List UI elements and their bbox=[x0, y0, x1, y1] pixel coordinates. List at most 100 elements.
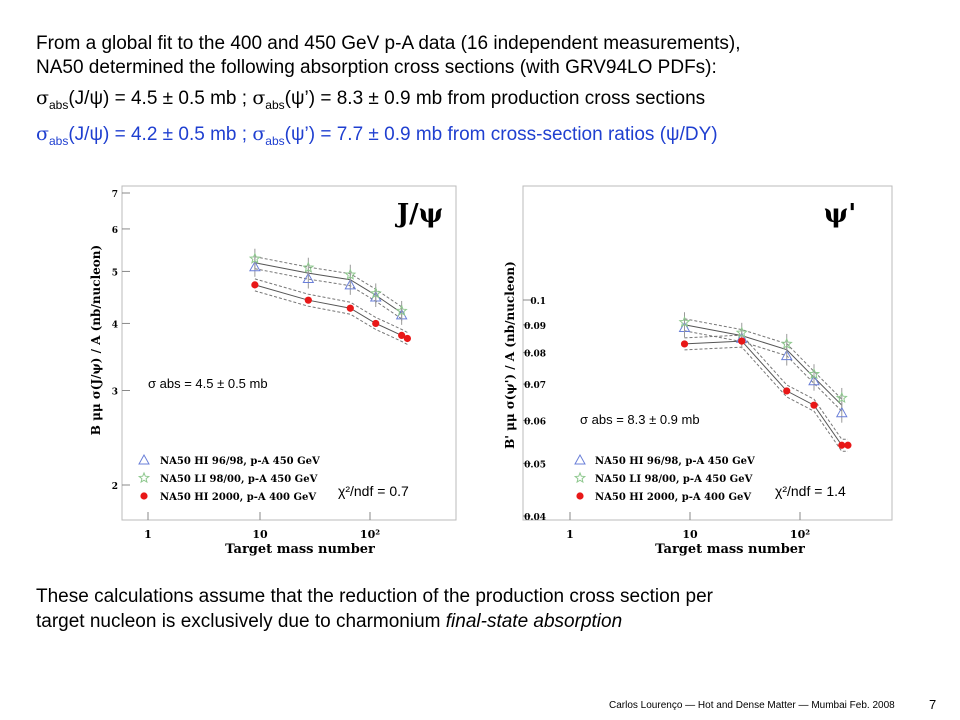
y-tick-label: 0.06 bbox=[524, 417, 546, 427]
data-point bbox=[369, 287, 382, 299]
psip-value-text: = 7.7 ± 0.9 mb from cross-section ratios… bbox=[315, 124, 718, 145]
y-tick-label: 7 bbox=[112, 190, 118, 200]
y-tick-label: 0.07 bbox=[524, 381, 546, 391]
data-point bbox=[780, 337, 793, 350]
data-point bbox=[735, 326, 748, 339]
abs-subscript: abs bbox=[265, 134, 285, 148]
legend-entry: NA50 LI 98/00, p-A 450 GeV bbox=[595, 474, 753, 485]
sigma-abs-annotation: σ abs = 8.3 ± 0.9 mb bbox=[580, 412, 700, 427]
data-point bbox=[680, 340, 689, 348]
data-point bbox=[251, 281, 259, 289]
data-point bbox=[372, 319, 380, 328]
chi2-annotation: χ²/ndf = 0.7 bbox=[338, 483, 409, 499]
x-tick-label: 10² bbox=[360, 528, 380, 541]
abs-subscript: abs bbox=[265, 98, 285, 112]
legend-entry: NA50 HI 2000, p-A 400 GeV bbox=[595, 492, 751, 503]
data-point bbox=[835, 406, 848, 418]
sigma-symbol: σ bbox=[36, 87, 49, 109]
data-point bbox=[304, 296, 312, 304]
legend-marker bbox=[576, 492, 584, 500]
y-tick-label: 0.08 bbox=[524, 350, 546, 360]
final-state-absorption: final-state absorption bbox=[445, 611, 623, 632]
legend-marker bbox=[574, 453, 586, 465]
plot-frame bbox=[121, 185, 457, 521]
abs-subscript: abs bbox=[48, 98, 69, 112]
x-tick-label: 10² bbox=[790, 528, 810, 541]
sigma-abs-annotation: σ abs = 4.5 ± 0.5 mb bbox=[148, 376, 268, 391]
psip-label: (ψ’) bbox=[284, 88, 316, 109]
y-tick-label: 5 bbox=[112, 268, 118, 278]
chart-title: ψ' bbox=[824, 199, 856, 229]
data-point bbox=[808, 374, 820, 386]
header-line-4: σabs(J/ψ) = 4.2 ± 0.5 mb ; σabs(ψ’) = 7.… bbox=[36, 122, 718, 148]
x-axis-label: Target mass number bbox=[225, 542, 375, 557]
psip-label: (ψ’) bbox=[284, 124, 316, 145]
y-tick-label: 6 bbox=[112, 226, 118, 236]
y-tick-label: 0.04 bbox=[524, 513, 546, 523]
legend-entry: NA50 HI 2000, p-A 400 GeV bbox=[160, 492, 316, 503]
jpsi-value: = 4.2 ± 0.5 mb ; bbox=[109, 124, 253, 145]
data-point bbox=[783, 387, 791, 395]
legend-marker bbox=[137, 471, 151, 484]
x-axis-label: Target mass number bbox=[655, 542, 805, 557]
jpsi-value: = 4.5 ± 0.5 mb ; bbox=[109, 88, 253, 109]
legend-marker bbox=[573, 471, 587, 484]
data-point bbox=[249, 260, 261, 272]
y-tick-label: 0.09 bbox=[524, 322, 546, 332]
data-point bbox=[344, 268, 357, 280]
x-tick-label: 10 bbox=[252, 528, 268, 541]
header-line-1: From a global fit to the 400 and 450 GeV… bbox=[36, 33, 741, 54]
data-point bbox=[302, 261, 315, 273]
legend-entry: NA50 LI 98/00, p-A 450 GeV bbox=[160, 474, 318, 485]
body-line-2: target nucleon is exclusively due to cha… bbox=[36, 609, 713, 634]
body-line-2-prefix: target nucleon is exclusively due to cha… bbox=[36, 611, 446, 632]
data-point bbox=[248, 252, 261, 264]
psip-value-text: = 8.3 ± 0.9 mb from production cross sec… bbox=[315, 88, 706, 109]
slide-number: 7 bbox=[929, 697, 937, 712]
data-point bbox=[302, 272, 315, 284]
abs-subscript: abs bbox=[48, 134, 69, 148]
data-point bbox=[808, 367, 821, 380]
y-tick-label: 2 bbox=[112, 482, 118, 492]
y-axis-label: B μμ σ(J/ψ) / A (nb/nucleon) bbox=[89, 245, 103, 435]
fit-curve bbox=[684, 334, 848, 440]
data-point bbox=[810, 401, 818, 409]
data-point bbox=[398, 331, 406, 339]
sigma-symbol: σ bbox=[252, 87, 266, 109]
x-tick-label: 1 bbox=[566, 528, 574, 541]
data-point bbox=[844, 441, 852, 449]
y-tick-label: 0.05 bbox=[524, 460, 546, 470]
footer-credit: Carlos Lourenço — Hot and Dense Matter —… bbox=[609, 700, 895, 711]
legend-marker bbox=[138, 453, 150, 465]
sigma-symbol: σ bbox=[36, 123, 49, 145]
y-tick-label: 0.1 bbox=[530, 297, 546, 307]
data-point bbox=[738, 337, 746, 345]
plot-frame bbox=[522, 185, 893, 521]
fit-curve bbox=[684, 346, 848, 452]
chart-title: J/ψ bbox=[395, 199, 443, 229]
y-tick-label: 4 bbox=[112, 320, 118, 330]
legend-entry: NA50 HI 96/98, p-A 450 GeV bbox=[160, 456, 320, 467]
x-tick-label: 10 bbox=[682, 528, 698, 541]
body-text: These calculations assume that the reduc… bbox=[36, 584, 713, 634]
data-point bbox=[403, 334, 411, 343]
data-point bbox=[678, 315, 691, 328]
body-line-1: These calculations assume that the reduc… bbox=[36, 586, 713, 607]
header-line-3: σabs(J/ψ) = 4.5 ± 0.5 mb ; σabs(ψ’) = 8.… bbox=[36, 86, 705, 112]
jpsi-label: (J/ψ) bbox=[68, 124, 110, 145]
fit-curve bbox=[254, 290, 408, 345]
chi2-annotation: χ²/ndf = 1.4 bbox=[775, 483, 846, 499]
x-tick-label: 1 bbox=[144, 528, 152, 541]
fit-curve bbox=[254, 278, 408, 333]
jpsi-label: (J/ψ) bbox=[68, 88, 110, 109]
header-line-2: NA50 determined the following absorption… bbox=[36, 57, 717, 78]
y-axis-label: B' μμ σ(ψ') / A (nb/nucleon) bbox=[503, 261, 517, 449]
data-point bbox=[780, 349, 793, 361]
data-point bbox=[395, 304, 408, 317]
data-point bbox=[346, 304, 354, 312]
data-point bbox=[835, 391, 848, 404]
data-point bbox=[838, 441, 846, 449]
legend-marker bbox=[140, 492, 148, 500]
sigma-symbol: σ bbox=[252, 123, 266, 145]
